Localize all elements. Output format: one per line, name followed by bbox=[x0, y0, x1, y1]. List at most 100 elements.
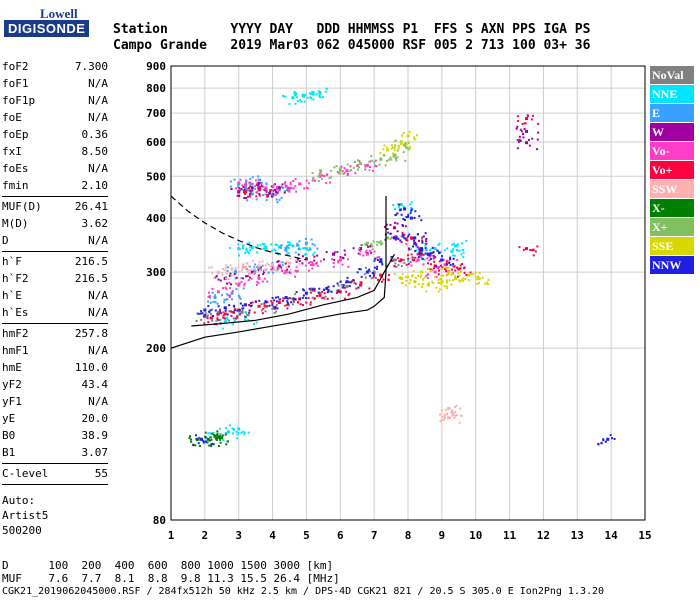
echo-point bbox=[265, 268, 268, 271]
echo-point bbox=[418, 251, 421, 254]
echo-point bbox=[313, 244, 316, 247]
echo-point bbox=[276, 191, 279, 194]
echo-point bbox=[262, 307, 265, 310]
echo-point bbox=[309, 303, 312, 306]
echo-point bbox=[244, 311, 247, 314]
echo-point bbox=[313, 255, 316, 258]
echo-point bbox=[248, 268, 251, 271]
legend-entry-noval: NoVal bbox=[650, 66, 694, 84]
echo-point bbox=[394, 144, 397, 147]
echo-point bbox=[313, 251, 316, 254]
echo-point bbox=[311, 179, 314, 182]
echo-point bbox=[364, 243, 367, 246]
echo-point bbox=[396, 222, 399, 225]
echo-point bbox=[386, 264, 389, 267]
echo-point bbox=[247, 279, 250, 282]
echo-point bbox=[404, 141, 407, 144]
echo-point bbox=[316, 254, 319, 257]
echo-point bbox=[456, 245, 459, 248]
echo-point bbox=[338, 290, 342, 294]
parameter-panel: foF2 7.300 foF1 N/A foF1p N/A foE N/A foEp 0.36 fx… bbox=[2, 58, 108, 538]
plot-grid bbox=[170, 65, 646, 521]
echo-point bbox=[432, 251, 435, 254]
echo-point bbox=[323, 297, 326, 300]
echo-point bbox=[413, 137, 416, 140]
echo-point bbox=[280, 268, 283, 271]
echo-point bbox=[271, 307, 274, 310]
echo-point bbox=[307, 261, 310, 264]
echo-point bbox=[294, 93, 297, 96]
echo-point bbox=[295, 190, 298, 193]
echo-point bbox=[424, 242, 427, 245]
echo-point bbox=[296, 265, 299, 268]
echo-point bbox=[365, 249, 368, 252]
echo-point bbox=[391, 259, 394, 262]
echo-point bbox=[347, 294, 350, 297]
echo-point bbox=[277, 245, 281, 249]
echo-point bbox=[198, 436, 201, 439]
echo-point bbox=[229, 424, 232, 427]
y-tick-label: 80 bbox=[153, 514, 166, 527]
echo-point bbox=[246, 250, 249, 253]
echo-point bbox=[250, 245, 254, 249]
echo-point bbox=[422, 253, 425, 256]
echo-point bbox=[335, 165, 338, 168]
echo-point bbox=[445, 260, 448, 263]
echo-point bbox=[219, 308, 222, 311]
echo-point bbox=[316, 264, 319, 267]
echo-point bbox=[451, 414, 454, 417]
legend-entry-sse: SSE bbox=[650, 237, 694, 255]
echo-point bbox=[254, 263, 257, 266]
echo-point bbox=[284, 269, 287, 272]
echo-point bbox=[209, 432, 212, 435]
echo-point bbox=[195, 439, 198, 442]
echo-point bbox=[339, 169, 342, 172]
echo-point bbox=[271, 302, 274, 305]
echo-point bbox=[321, 174, 324, 177]
echo-point bbox=[368, 166, 371, 169]
param-value: 2.10 bbox=[81, 179, 109, 192]
echo-point bbox=[611, 437, 614, 440]
echo-point bbox=[328, 290, 331, 293]
echo-point bbox=[396, 212, 399, 215]
echo-point bbox=[481, 276, 484, 279]
echo-point bbox=[230, 188, 233, 191]
echo-point bbox=[273, 183, 276, 186]
echo-point bbox=[438, 260, 441, 263]
echo-point bbox=[207, 432, 210, 435]
legend-entry-nne: NNE bbox=[650, 85, 694, 103]
echo-point bbox=[236, 194, 239, 197]
echo-point bbox=[396, 149, 399, 152]
echo-point bbox=[229, 287, 232, 290]
echo-point bbox=[424, 244, 427, 247]
echo-point bbox=[217, 272, 220, 275]
echo-point bbox=[209, 309, 212, 312]
echo-point bbox=[425, 238, 428, 241]
echo-point bbox=[528, 138, 531, 141]
echo-point bbox=[405, 279, 408, 282]
echo-point bbox=[426, 267, 429, 270]
echo-point bbox=[454, 411, 457, 414]
echo-point bbox=[244, 184, 247, 187]
echo-point bbox=[476, 282, 479, 285]
param-label: foF1p bbox=[2, 94, 36, 107]
echo-point bbox=[415, 249, 418, 252]
echo-point bbox=[442, 258, 445, 261]
echo-point bbox=[208, 444, 211, 447]
echo-point bbox=[226, 313, 229, 316]
echo-point bbox=[257, 188, 261, 192]
echo-point bbox=[198, 444, 201, 447]
echo-point bbox=[446, 274, 449, 277]
echo-point bbox=[237, 190, 240, 193]
echo-point bbox=[456, 259, 459, 262]
echo-point bbox=[236, 433, 239, 436]
echo-point bbox=[421, 239, 424, 242]
echo-point bbox=[371, 248, 374, 251]
echo-point bbox=[359, 247, 363, 251]
y-tick-label: 800 bbox=[146, 82, 166, 95]
echo-point bbox=[438, 282, 441, 285]
echo-point bbox=[324, 295, 327, 298]
echo-point bbox=[407, 141, 410, 144]
x-tick-label: 12 bbox=[537, 529, 550, 542]
echo-point bbox=[437, 279, 440, 282]
